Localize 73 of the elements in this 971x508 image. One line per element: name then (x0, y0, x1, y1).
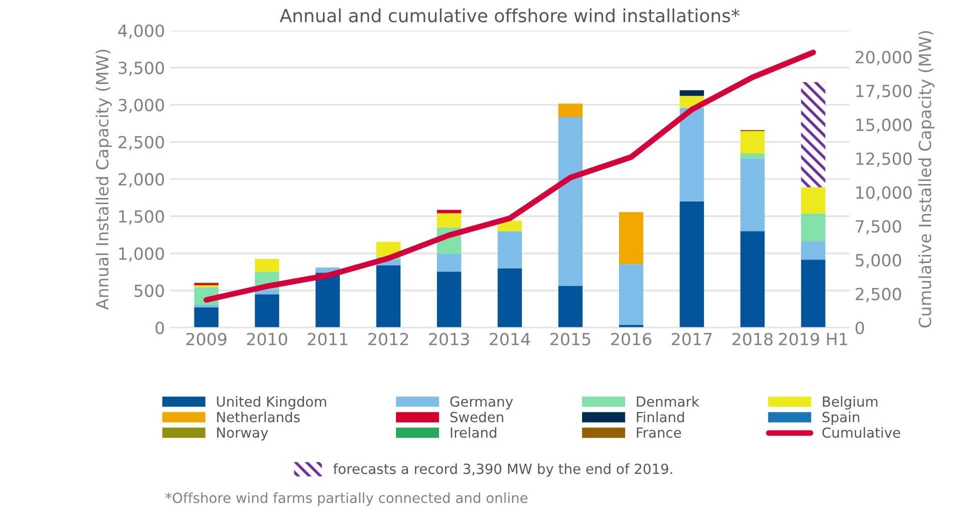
bar (436, 272, 462, 328)
y2-tick-label: 17,500 (856, 84, 912, 99)
legend-label: United Kingdom (216, 396, 326, 410)
y-axis-title: Annual Installed Capacity (MW) (96, 50, 112, 310)
bar (801, 213, 826, 242)
bar (680, 201, 704, 328)
x-tick-label: 2011 (308, 332, 348, 346)
legend-label: Cumulative (822, 427, 900, 438)
x-tick-label: 2010 (247, 332, 288, 346)
x-tick-label: 2019 H1 (779, 332, 848, 346)
y-tick-label: 3,500 (118, 62, 164, 76)
bar (194, 307, 218, 328)
legend-label: Ireland (450, 427, 496, 438)
y2-tick-label: 20,000 (856, 50, 912, 66)
legend-label: Denmark (636, 396, 700, 407)
bar (680, 108, 704, 202)
legend-label: Spain (822, 412, 860, 426)
x-tick-label: 2013 (429, 332, 469, 346)
bar (436, 254, 462, 272)
legend-label: Norway (217, 428, 268, 441)
y-tick-label: 3,000 (118, 98, 164, 114)
bar (801, 82, 826, 188)
text: *Offshore wind farms partially connected and online (165, 492, 528, 506)
bar (498, 268, 522, 328)
x-tick-label: 2009 (186, 332, 226, 346)
x-tick-label: 2018 (732, 332, 773, 346)
bar (740, 158, 765, 232)
legend-label: Sweden (450, 412, 504, 422)
y-tick-label: 500 (134, 284, 164, 298)
bar (376, 265, 401, 328)
y2-axis-title: Cumulative Installed Capacity (MW) (918, 31, 934, 328)
bar (801, 241, 826, 260)
bar (680, 90, 704, 96)
bar (619, 212, 644, 264)
bar (740, 131, 765, 154)
y-tick-label: 4,000 (118, 24, 164, 39)
bar (558, 117, 583, 286)
bar (558, 104, 583, 118)
y-tick-label: 1,000 (119, 247, 164, 262)
bar (498, 231, 522, 268)
y2-tick-label: 2,500 (856, 288, 902, 302)
x-tick-label: 2016 (611, 332, 652, 346)
bar (254, 294, 280, 328)
y2-tick-label: 12,500 (856, 152, 912, 167)
x-tick-label: 2015 (550, 332, 590, 346)
bar (254, 258, 280, 272)
bar (436, 213, 462, 228)
y2-tick-label: 5,000 (856, 254, 902, 268)
x-tick-label: 2014 (490, 332, 530, 346)
bar (619, 264, 644, 326)
legend-label: Finland (636, 412, 684, 422)
y2-tick-label: 0 (856, 322, 864, 334)
legend-label: France (636, 428, 681, 438)
legend-label: Netherlands (217, 412, 300, 422)
y-tick-label: 1,500 (119, 210, 164, 224)
bar (740, 231, 765, 328)
x-tick-label: 2017 (672, 332, 712, 346)
y-tick-label: 2,000 (118, 173, 164, 188)
bar (558, 286, 583, 328)
y-tick-label: 0 (156, 322, 164, 334)
legend-label: forecasts a record 3,390 MW by the end of 2019. (333, 463, 672, 477)
chart-title: Annual and cumulative offshore wind installations* (280, 8, 740, 22)
bar (740, 153, 765, 159)
bar (801, 260, 826, 328)
y2-tick-label: 10,000 (856, 186, 912, 201)
bar (316, 272, 340, 328)
x-tick-label: 2012 (368, 332, 408, 346)
y2-tick-label: 15,000 (856, 118, 912, 133)
legend-label: Belgium (822, 396, 878, 410)
y2-tick-label: 7,500 (856, 220, 902, 234)
bar (801, 187, 826, 214)
legend-label: Germany (450, 396, 513, 410)
y-tick-label: 2,500 (118, 136, 164, 150)
